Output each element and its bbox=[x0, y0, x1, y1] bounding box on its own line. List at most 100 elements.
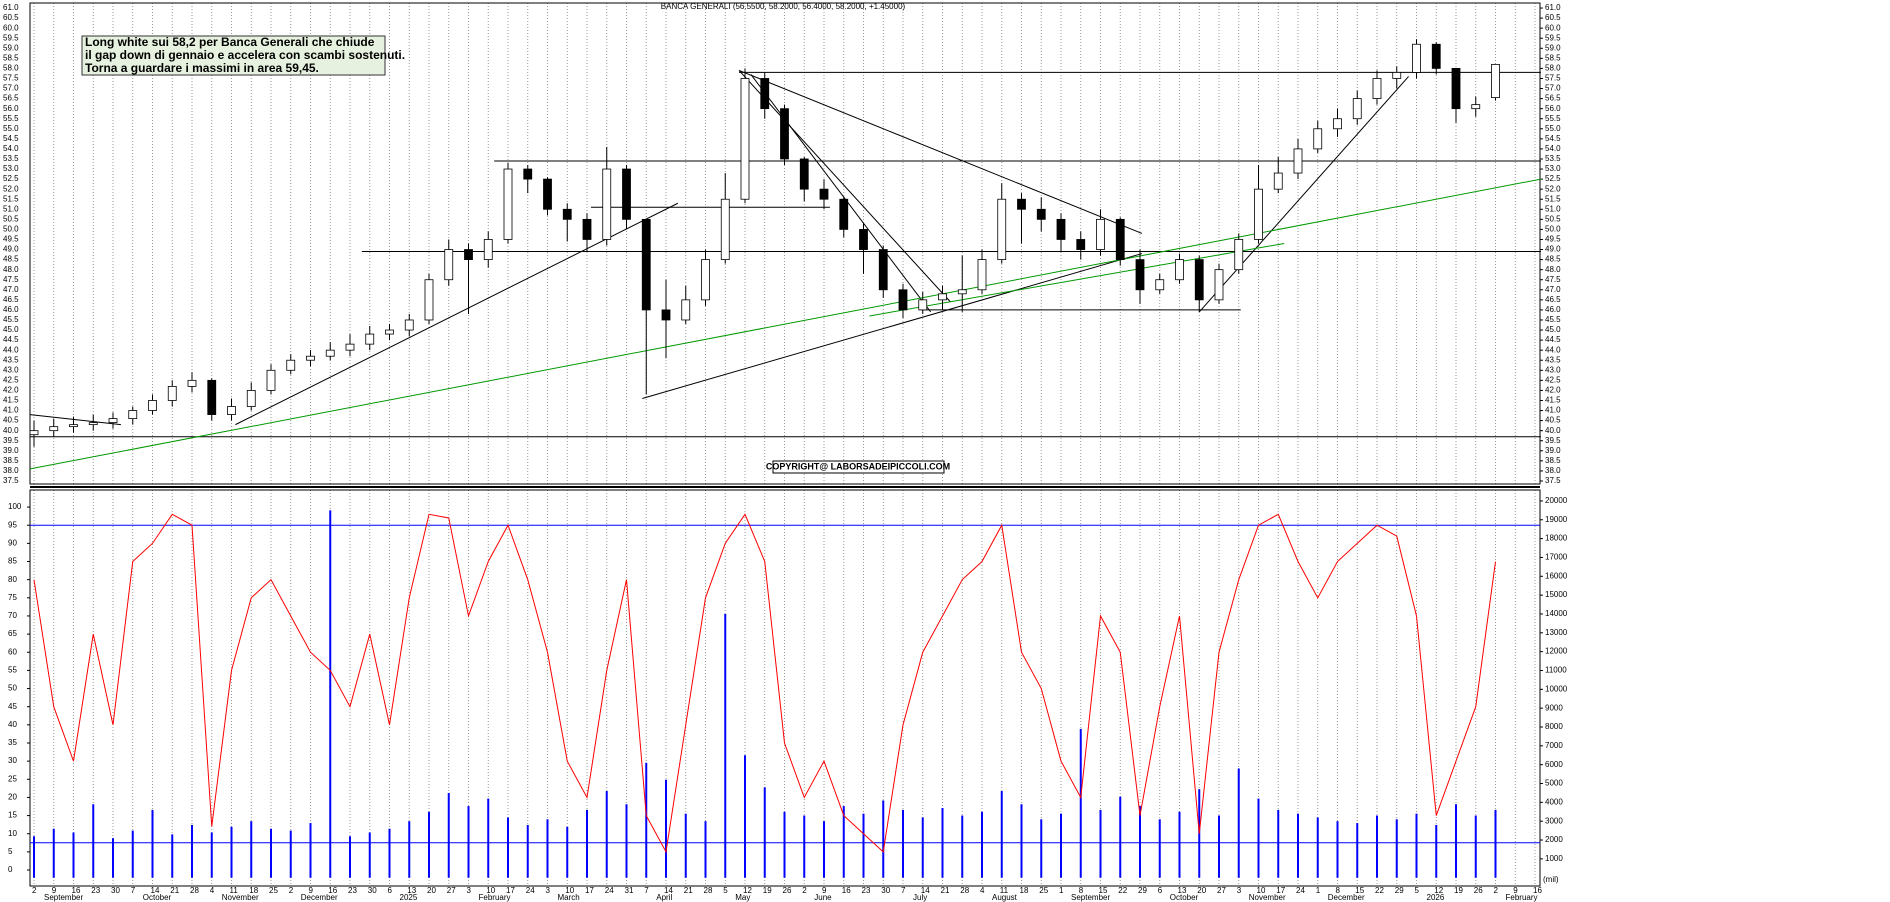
month-label: 2025 bbox=[400, 893, 418, 902]
x-tick-label: 14 bbox=[151, 886, 160, 895]
y-tick-label: 57.0 bbox=[1545, 84, 1561, 93]
y-tick-label: 52.5 bbox=[1545, 174, 1561, 183]
y-tick-label: 41.5 bbox=[3, 396, 19, 405]
y-tick-label: 60.0 bbox=[1545, 23, 1561, 32]
x-tick-label: 15 bbox=[1355, 886, 1364, 895]
volume-bar bbox=[566, 826, 569, 878]
candle-body bbox=[819, 188, 829, 200]
x-tick-label: 10 bbox=[1257, 886, 1266, 895]
x-tick-label: 24 bbox=[605, 886, 614, 895]
y2-tick-label: 4000 bbox=[1545, 797, 1563, 806]
y-tick-label: 44.0 bbox=[3, 345, 19, 354]
x-tick-label: 31 bbox=[625, 886, 634, 895]
volume-bar bbox=[1277, 809, 1280, 878]
y-tick-label: 51.0 bbox=[1545, 204, 1561, 213]
candle-body bbox=[997, 198, 1007, 261]
candle-body bbox=[148, 400, 157, 411]
candle-body bbox=[938, 293, 947, 301]
candle-body bbox=[365, 333, 375, 345]
volume-bar bbox=[92, 804, 95, 878]
y-tick-label: 55 bbox=[8, 666, 17, 675]
candle-body bbox=[1352, 98, 1362, 120]
volume-bar bbox=[349, 836, 351, 878]
volume-bar bbox=[704, 821, 707, 878]
x-tick-label: 20 bbox=[1197, 886, 1206, 895]
x-tick-label: 4 bbox=[210, 886, 215, 895]
candle-body bbox=[1431, 43, 1441, 69]
candle-body bbox=[957, 289, 967, 295]
annotation-line: il gap down di gennaio e accelera con sc… bbox=[85, 48, 405, 62]
x-tick-label: 17 bbox=[585, 886, 594, 895]
y-tick-label: 51.0 bbox=[3, 204, 19, 213]
candle-body bbox=[740, 78, 750, 200]
y2-tick-label: 18000 bbox=[1545, 534, 1568, 543]
y-tick-label: 35 bbox=[8, 738, 17, 747]
y2-tick-label: 15000 bbox=[1545, 590, 1568, 599]
volume-bar bbox=[1178, 811, 1181, 878]
x-tick-label: 9 bbox=[822, 886, 827, 895]
y-tick-label: 40 bbox=[8, 720, 17, 729]
candle-body bbox=[641, 218, 651, 311]
price-frame bbox=[29, 2, 1541, 485]
y2-tick-label: 8000 bbox=[1545, 722, 1563, 731]
candle-body bbox=[681, 299, 691, 321]
y-tick-label: 44.5 bbox=[1545, 335, 1561, 344]
y-tick-label: 20 bbox=[8, 793, 17, 802]
volume-bar bbox=[309, 823, 312, 878]
x-tick-label: 15 bbox=[1099, 886, 1108, 895]
y-tick-label: 41.0 bbox=[3, 406, 19, 415]
y-tick-label: 48.5 bbox=[1545, 255, 1561, 264]
y-tick-label: 55.5 bbox=[1545, 114, 1561, 123]
y-tick-label: 38.0 bbox=[1545, 466, 1561, 475]
x-tick-label: 3 bbox=[467, 886, 472, 895]
y-tick-label: 38.5 bbox=[3, 456, 19, 465]
y-tick-label: 49.0 bbox=[1545, 245, 1561, 254]
x-tick-label: 11 bbox=[1000, 886, 1009, 895]
candle-body bbox=[49, 426, 59, 432]
x-tick-label: 30 bbox=[368, 886, 377, 895]
y-tick-label: 80 bbox=[8, 575, 17, 584]
x-tick-label: 29 bbox=[1138, 886, 1147, 895]
month-label: July bbox=[913, 893, 927, 902]
y-tick-label: 50.5 bbox=[1545, 214, 1561, 223]
y-tick-label: 5 bbox=[8, 847, 13, 856]
candle-body bbox=[878, 249, 888, 291]
candle-body bbox=[1333, 118, 1342, 130]
x-tick-label: 22 bbox=[1375, 886, 1384, 895]
x-tick-label: 2 bbox=[1494, 886, 1499, 895]
y-tick-label: 100 bbox=[8, 502, 22, 511]
candle-body bbox=[1491, 63, 1500, 98]
volume-bar bbox=[1297, 813, 1299, 878]
candle-body bbox=[1155, 279, 1165, 291]
y2-tick-label: 9000 bbox=[1545, 703, 1563, 712]
x-tick-label: 23 bbox=[91, 886, 100, 895]
x-tick-label: 4 bbox=[980, 886, 985, 895]
y-tick-label: 45 bbox=[8, 702, 17, 711]
volume-bar bbox=[783, 811, 786, 878]
y-tick-label: 42.5 bbox=[1545, 375, 1561, 384]
candle-body bbox=[1017, 198, 1026, 210]
annotation-line: Long white sui 58,2 per Banca Generali c… bbox=[85, 35, 375, 49]
y-tick-label: 54.5 bbox=[1545, 134, 1561, 143]
candle-body bbox=[760, 78, 770, 110]
candle-body bbox=[167, 385, 177, 401]
y-tick-label: 45.0 bbox=[3, 325, 19, 334]
month-label: May bbox=[735, 893, 750, 902]
volume-bar bbox=[1000, 791, 1003, 878]
candle-body bbox=[88, 422, 98, 426]
y2-tick-label: 14000 bbox=[1545, 609, 1568, 618]
volume-bar bbox=[191, 824, 193, 878]
oscillator-line bbox=[33, 513, 1496, 854]
y-tick-label: 57.5 bbox=[1545, 74, 1561, 83]
x-tick-label: 7 bbox=[131, 886, 136, 895]
volume-bar bbox=[1336, 821, 1339, 878]
x-tick-label: 10 bbox=[486, 886, 495, 895]
y-tick-label: 47.5 bbox=[1545, 275, 1561, 284]
y-tick-label: 45.5 bbox=[3, 315, 19, 324]
volume-bar bbox=[210, 832, 213, 878]
x-tick-label: 25 bbox=[269, 886, 278, 895]
candle-body bbox=[720, 198, 730, 261]
y-tick-label: 60.0 bbox=[3, 23, 19, 32]
volume-bar bbox=[1119, 796, 1122, 878]
